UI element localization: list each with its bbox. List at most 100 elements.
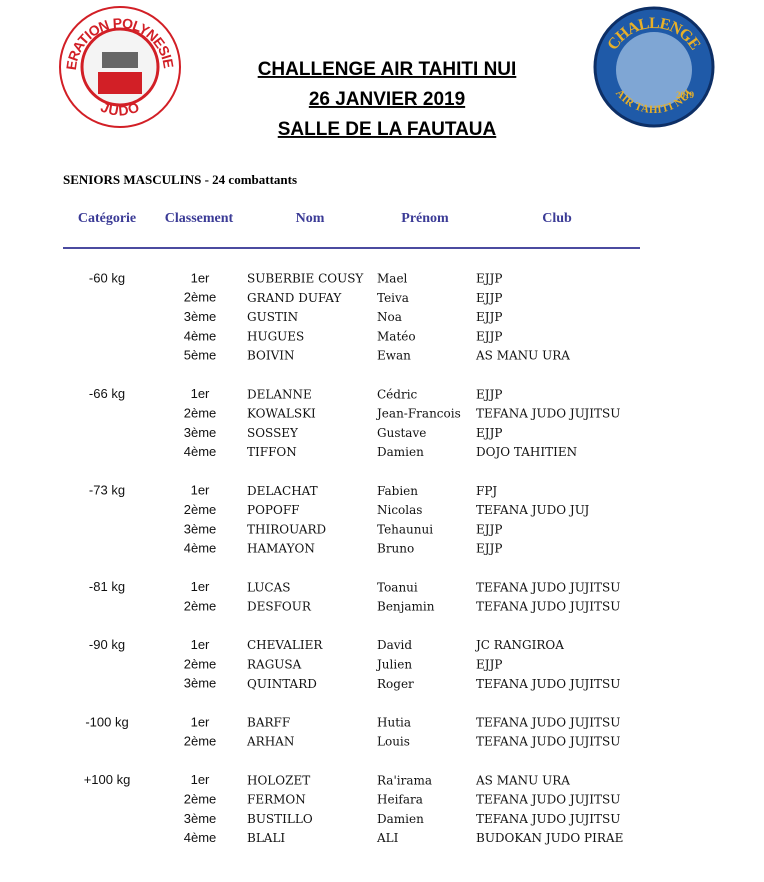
last-name: HUGUES xyxy=(247,329,304,343)
column-header: Prénom xyxy=(401,211,449,226)
club: FPJ xyxy=(476,484,497,498)
club: TEFANA JUDO JUJITSU xyxy=(476,677,620,691)
title-line: SALLE DE LA FAUTAUA xyxy=(278,119,497,140)
last-name: POPOFF xyxy=(247,503,299,517)
last-name: SUBERBIE COUSY xyxy=(247,272,364,286)
last-name: KOWALSKI xyxy=(247,407,316,421)
first-name: Roger xyxy=(377,677,414,691)
first-name: Damien xyxy=(377,445,424,459)
last-name: RAGUSA xyxy=(247,658,302,672)
column-header: Nom xyxy=(296,211,325,226)
category: -100 kg xyxy=(85,714,128,729)
club: EJJP xyxy=(476,310,502,324)
category: -81 kg xyxy=(89,579,125,594)
first-name: Noa xyxy=(377,310,402,324)
club: EJJP xyxy=(476,387,502,401)
club: TEFANA JUDO JUJ xyxy=(476,503,589,517)
rank: 1er xyxy=(191,579,210,594)
first-name: Hutia xyxy=(377,715,411,729)
last-name: DELACHAT xyxy=(247,484,318,498)
first-name: ALI xyxy=(376,831,399,845)
last-name: HOLOZET xyxy=(247,773,310,787)
logo-right-year: 2019 xyxy=(676,90,695,100)
rank: 2ème xyxy=(184,792,217,807)
first-name: Matéo xyxy=(377,329,416,343)
club: TEFANA JUDO JUJITSU xyxy=(476,793,620,807)
first-name: Benjamin xyxy=(377,600,435,614)
rank: 5ème xyxy=(184,348,217,363)
club: TEFANA JUDO JUJITSU xyxy=(476,715,620,729)
last-name: THIROUARD xyxy=(247,522,326,536)
rank: 2ème xyxy=(184,290,217,305)
last-name: CHEVALIER xyxy=(247,638,323,652)
category: -66 kg xyxy=(89,386,125,401)
first-name: Jean-Francois xyxy=(375,407,461,421)
rank: 3ème xyxy=(184,425,217,440)
first-name: David xyxy=(377,638,412,652)
rank: 2ème xyxy=(184,406,217,421)
logo-left-bottom-path: JUDO xyxy=(99,98,142,118)
first-name: Ewan xyxy=(377,349,411,363)
club: DOJO TAHITIEN xyxy=(476,445,577,459)
last-name: TIFFON xyxy=(247,445,297,459)
rank: 4ème xyxy=(184,328,217,343)
last-name: BOIVIN xyxy=(247,349,295,363)
rank: 4ème xyxy=(184,444,217,459)
category: +100 kg xyxy=(84,772,131,787)
club: EJJP xyxy=(476,291,502,305)
first-name: Ra'irama xyxy=(377,773,432,787)
first-name: Gustave xyxy=(377,426,426,440)
rank: 2ème xyxy=(184,599,217,614)
club: TEFANA JUDO JUJITSU xyxy=(476,600,620,614)
rank: 3ème xyxy=(184,676,217,691)
club: AS MANU URA xyxy=(475,773,570,787)
club: EJJP xyxy=(476,522,502,536)
last-name: SOSSEY xyxy=(247,426,299,440)
rank: 2ème xyxy=(184,734,217,749)
rank: 1er xyxy=(191,270,210,285)
club: EJJP xyxy=(476,272,502,286)
title-line: 26 JANVIER 2019 xyxy=(309,89,465,110)
logo-left: FEDERATION POLYNESIENNE JUDO xyxy=(0,0,181,128)
club: TEFANA JUDO JUJITSU xyxy=(476,580,620,594)
category: -60 kg xyxy=(89,270,125,285)
rank: 3ème xyxy=(184,811,217,826)
first-name: Julien xyxy=(375,658,412,672)
last-name: BLALI xyxy=(247,831,285,845)
column-header: Club xyxy=(542,211,572,226)
first-name: Bruno xyxy=(377,542,414,556)
last-name: FERMON xyxy=(247,793,306,807)
rank: 1er xyxy=(191,714,210,729)
rank: 4ème xyxy=(184,541,217,556)
first-name: Toanui xyxy=(377,580,418,594)
first-name: Damien xyxy=(377,812,424,826)
club: EJJP xyxy=(476,542,502,556)
column-header: Catégorie xyxy=(78,211,136,226)
logo-right: CHALLENGE AIR TAHITI NUI 2019 xyxy=(593,6,715,128)
rank: 3ème xyxy=(184,309,217,324)
rank: 3ème xyxy=(184,521,217,536)
last-name: GRAND DUFAY xyxy=(247,291,342,305)
last-name: GUSTIN xyxy=(247,310,298,324)
last-name: LUCAS xyxy=(247,580,291,594)
rank: 1er xyxy=(191,386,210,401)
first-name: Cédric xyxy=(377,387,418,401)
first-name: Teiva xyxy=(377,291,409,305)
club: EJJP xyxy=(476,329,502,343)
column-header: Classement xyxy=(165,211,234,226)
club: TEFANA JUDO JUJITSU xyxy=(476,407,620,421)
rank: 4ème xyxy=(184,830,217,845)
category: -73 kg xyxy=(89,483,125,498)
last-name: DELANNE xyxy=(247,387,312,401)
last-name: HAMAYON xyxy=(247,542,315,556)
rank: 2ème xyxy=(184,656,217,671)
last-name: DESFOUR xyxy=(247,600,312,614)
club: EJJP xyxy=(476,426,502,440)
club: TEFANA JUDO JUJITSU xyxy=(476,735,620,749)
rank: 1er xyxy=(191,637,210,652)
first-name: Louis xyxy=(377,735,410,749)
category: -90 kg xyxy=(89,637,125,652)
rank: 2ème xyxy=(184,502,217,517)
subtitle: SENIORS MASCULINS - 24 combattants xyxy=(63,172,297,187)
